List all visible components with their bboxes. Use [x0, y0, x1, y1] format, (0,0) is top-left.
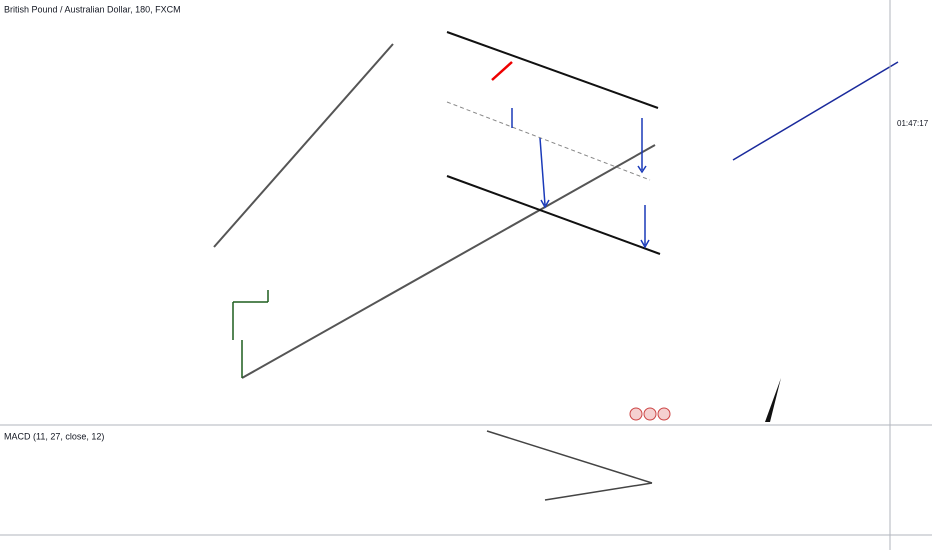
countdown: 01:47:17: [897, 119, 929, 128]
macd-line-drawing: [486, 430, 653, 484]
trend-line: [732, 61, 899, 161]
event-icon[interactable]: [657, 407, 671, 421]
arrow-heads: [540, 165, 650, 249]
spike: [765, 378, 781, 422]
pattern-lines: [232, 290, 269, 378]
channel-line: [446, 175, 661, 255]
event-icon[interactable]: [629, 407, 643, 421]
trend-line: [213, 43, 394, 248]
drawings: [213, 31, 899, 501]
macd-line-drawing: [544, 482, 653, 501]
channel-line: [446, 31, 659, 109]
arrows: [511, 108, 646, 245]
chart-title: British Pound / Australian Dollar, 180, …: [4, 4, 181, 14]
marker-line: [491, 61, 513, 81]
macd-title: MACD (11, 27, close, 12): [4, 431, 104, 441]
trend-line: [241, 144, 656, 379]
event-icon[interactable]: [643, 407, 657, 421]
mid-line: [446, 101, 651, 181]
